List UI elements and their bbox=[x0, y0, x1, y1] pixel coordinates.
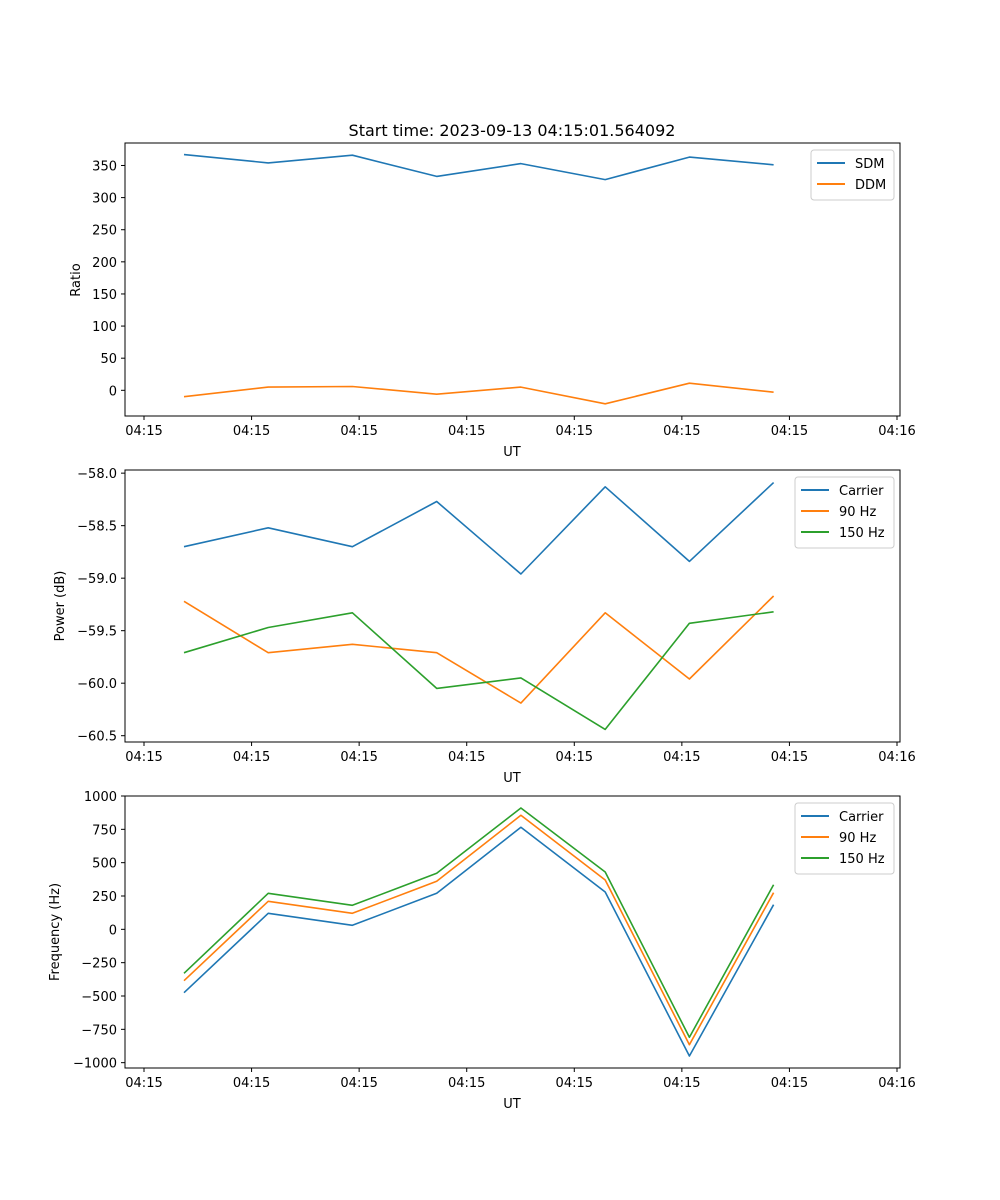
power-x-tick-label: 04:15 bbox=[556, 750, 593, 765]
frequency-legend-label: 90 Hz bbox=[839, 831, 876, 846]
frequency-legend: Carrier 90 Hz 150 Hz bbox=[794, 802, 895, 875]
power-y-tick-label: −60.5 bbox=[77, 730, 117, 745]
ratio-y-tick-label: 150 bbox=[92, 288, 117, 303]
power-legend-label: 90 Hz bbox=[839, 505, 876, 520]
frequency-y-tick-label: 250 bbox=[92, 890, 117, 905]
frequency-x-tick-label: 04:15 bbox=[340, 1076, 377, 1091]
power-series-line-carrier bbox=[183, 482, 775, 575]
frequency-series-line-carrier bbox=[183, 826, 775, 1057]
power-legend-label: Carrier bbox=[839, 484, 884, 499]
frequency-x-tick-label: 04:16 bbox=[878, 1076, 915, 1091]
ratio-legend-label: DDM bbox=[855, 178, 886, 193]
ratio-y-tick-label: 50 bbox=[100, 352, 117, 367]
ratio-y-label: Ratio bbox=[69, 263, 84, 296]
frequency-y-tick-label: −250 bbox=[81, 957, 117, 972]
ratio-series-line-ddm bbox=[183, 382, 774, 405]
frequency-x-tick-label: 04:15 bbox=[663, 1076, 700, 1091]
frequency-axes-frame bbox=[124, 795, 901, 1069]
frequency-x-tick-label: 04:15 bbox=[771, 1076, 808, 1091]
power-legend-label: 150 Hz bbox=[839, 526, 885, 541]
power-y-label: Power (dB) bbox=[53, 571, 68, 642]
power-x-tick-label: 04:15 bbox=[771, 750, 808, 765]
frequency-x-tick-label: 04:15 bbox=[233, 1076, 270, 1091]
ratio-legend-label: SDM bbox=[855, 157, 884, 172]
frequency-y-tick-label: 500 bbox=[92, 857, 117, 872]
frequency-x-tick-label: 04:15 bbox=[556, 1076, 593, 1091]
frequency-panel: 04:15 04:15 04:15 04:15 04:15 04:15 04:15 04:16… bbox=[48, 790, 916, 1112]
figure-title: Start time: 2023-09-13 04:15:01.564092 bbox=[349, 121, 676, 140]
ratio-y-tick-label: 250 bbox=[92, 224, 117, 239]
power-y-tick-label: −58.0 bbox=[77, 467, 117, 482]
ratio-series-line-sdm bbox=[183, 153, 774, 181]
frequency-x-tick-label: 04:15 bbox=[448, 1076, 485, 1091]
frequency-y-label: Frequency (Hz) bbox=[48, 883, 63, 981]
ratio-series bbox=[183, 153, 774, 405]
frequency-x-label: UT bbox=[503, 1097, 521, 1112]
frequency-x-tick-label: 04:15 bbox=[125, 1076, 162, 1091]
power-legend-box bbox=[794, 476, 895, 549]
power-series-line-150-hz bbox=[183, 611, 774, 731]
frequency-series bbox=[183, 807, 775, 1057]
ratio-y-tick-label: 200 bbox=[92, 256, 117, 271]
frequency-y-tick-label: −750 bbox=[81, 1023, 117, 1038]
frequency-y-tick-label: −1000 bbox=[73, 1057, 117, 1072]
power-y-tick-label: −58.5 bbox=[77, 520, 117, 535]
power-legend: Carrier 90 Hz 150 Hz bbox=[794, 476, 895, 549]
power-x-tick-label: 04:15 bbox=[663, 750, 700, 765]
frequency-ticks: 04:15 04:15 04:15 04:15 04:15 04:15 04:15 04:16… bbox=[73, 790, 916, 1091]
ratio-ticks: 04:15 04:15 04:15 04:15 04:15 04:15 04:15 04:16… bbox=[92, 159, 916, 439]
ratio-y-tick-label: 350 bbox=[92, 159, 117, 174]
power-x-tick-label: 04:16 bbox=[878, 750, 915, 765]
ratio-y-tick-label: 300 bbox=[92, 192, 117, 207]
ratio-axes-frame bbox=[124, 142, 901, 417]
ratio-x-tick-label: 04:15 bbox=[340, 424, 377, 439]
power-x-tick-label: 04:15 bbox=[233, 750, 270, 765]
frequency-legend-label: 150 Hz bbox=[839, 852, 885, 867]
frequency-legend-label: Carrier bbox=[839, 810, 884, 825]
ratio-x-tick-label: 04:15 bbox=[233, 424, 270, 439]
ratio-legend: SDM DDM bbox=[810, 149, 895, 201]
ratio-x-tick-label: 04:15 bbox=[125, 424, 162, 439]
power-y-tick-label: −59.5 bbox=[77, 625, 117, 640]
frequency-y-tick-label: −500 bbox=[81, 990, 117, 1005]
ratio-y-tick-label: 100 bbox=[92, 320, 117, 335]
frequency-legend-box bbox=[794, 802, 895, 875]
frequency-y-tick-label: 750 bbox=[92, 823, 117, 838]
power-x-tick-label: 04:15 bbox=[125, 750, 162, 765]
frequency-series-line-90-hz bbox=[183, 814, 775, 1046]
ratio-x-tick-label: 04:15 bbox=[448, 424, 485, 439]
ratio-x-tick-label: 04:15 bbox=[663, 424, 700, 439]
ratio-panel: 04:15 04:15 04:15 04:15 04:15 04:15 04:15 04:16… bbox=[69, 142, 916, 460]
frequency-series-line-150-hz bbox=[183, 807, 775, 1039]
power-ticks: 04:15 04:15 04:15 04:15 04:15 04:15 04:15 04:16… bbox=[77, 467, 916, 765]
frequency-y-tick-label: 0 bbox=[109, 923, 117, 938]
power-x-tick-label: 04:15 bbox=[340, 750, 377, 765]
ratio-x-tick-label: 04:16 bbox=[878, 424, 915, 439]
power-x-tick-label: 04:15 bbox=[448, 750, 485, 765]
power-panel: 04:15 04:15 04:15 04:15 04:15 04:15 04:15 04:16… bbox=[53, 467, 916, 786]
ratio-x-tick-label: 04:15 bbox=[771, 424, 808, 439]
ratio-x-label: UT bbox=[503, 445, 521, 460]
ratio-x-tick-label: 04:15 bbox=[556, 424, 593, 439]
power-y-tick-label: −60.0 bbox=[77, 677, 117, 692]
power-x-label: UT bbox=[503, 771, 521, 786]
ratio-y-tick-label: 0 bbox=[109, 384, 117, 399]
power-y-tick-label: −59.0 bbox=[77, 572, 117, 587]
frequency-y-tick-label: 1000 bbox=[84, 790, 117, 805]
power-series-line-90-hz bbox=[183, 595, 775, 704]
power-axes-frame bbox=[124, 469, 901, 743]
power-series bbox=[183, 482, 775, 731]
